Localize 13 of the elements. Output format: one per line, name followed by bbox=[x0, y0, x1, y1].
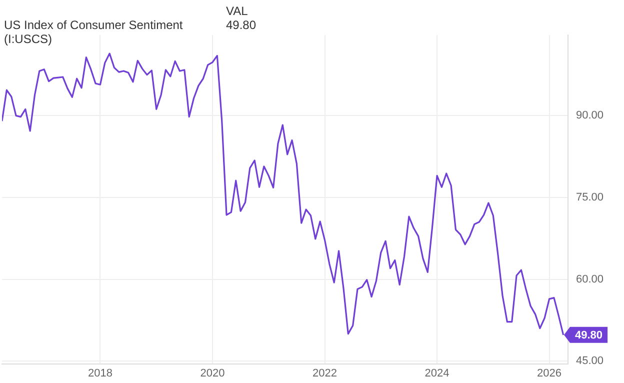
text: 49.80 bbox=[226, 18, 258, 34]
x-tick-label: 2026 bbox=[537, 367, 562, 380]
y-tick-label: 45.00 bbox=[576, 355, 604, 368]
series-label: US Index of Consumer Sentiment (I:USCS) bbox=[4, 18, 184, 46]
x-tick-label: 2018 bbox=[88, 367, 112, 380]
x-tick-label: 2020 bbox=[200, 367, 225, 380]
text: VAL bbox=[226, 4, 249, 18]
data-label: 49.80 bbox=[575, 329, 603, 342]
y-tick-label: 75.00 bbox=[576, 192, 604, 204]
x-tick-label: 2024 bbox=[424, 367, 450, 380]
x-tick-label: 2022 bbox=[312, 367, 338, 380]
y-tick-label: 90.00 bbox=[576, 110, 604, 122]
y-tick-label: 60.00 bbox=[576, 273, 604, 286]
